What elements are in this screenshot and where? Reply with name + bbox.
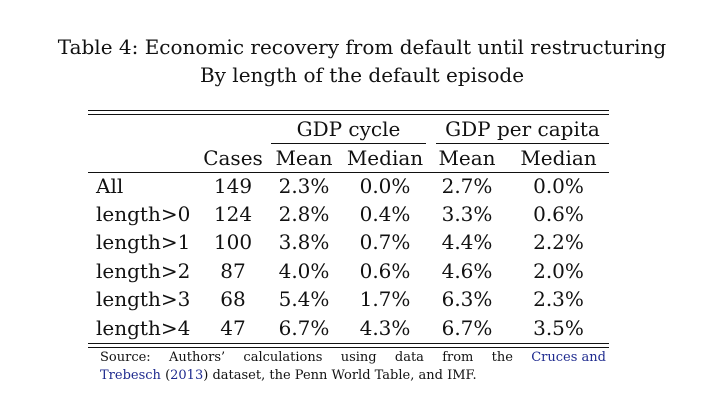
row-label: length>1 — [96, 230, 191, 254]
table-cell: 2.3% — [533, 287, 584, 311]
table-cell: 0.6% — [533, 202, 584, 226]
group-rule-gdp-cycle — [271, 143, 426, 144]
table-cell: 1.7% — [359, 287, 411, 311]
table-cell: 3.5% — [533, 316, 584, 340]
table-subcaption: By length of the default episode — [199, 63, 525, 87]
top-rule — [88, 110, 609, 111]
table-cell: 149 — [213, 174, 253, 198]
row-label: length>0 — [96, 202, 191, 226]
row-label: All — [96, 174, 124, 198]
table-cell: 4.3% — [359, 316, 411, 340]
column-header: Median — [346, 146, 424, 170]
table-cell: 2.0% — [533, 259, 584, 283]
source-word: Source: — [100, 350, 151, 365]
table-cell: 2.2% — [533, 230, 584, 254]
header-rule — [88, 172, 609, 173]
table-cell: 0.7% — [359, 230, 411, 254]
source-note-line2: Trebesch (2013) dataset, the Penn World … — [100, 367, 606, 385]
source-note-line1: Source: Authors’ calculations using data from… — [100, 349, 606, 367]
table-cell: 4.4% — [441, 230, 493, 254]
table-cell: 87 — [220, 259, 246, 283]
table-cell: 5.4% — [278, 287, 330, 311]
group-rule-gdp-per-capita — [436, 143, 609, 144]
citation-year-link[interactable]: 2013 — [170, 368, 204, 383]
table-cell: 2.3% — [278, 174, 330, 198]
source-word: using — [340, 350, 377, 365]
row-label: length>2 — [96, 259, 191, 283]
table-cell: 2.8% — [278, 202, 330, 226]
citation-paren-close: ) — [203, 368, 209, 383]
source-word: data — [394, 350, 424, 365]
table-cell: 2.7% — [441, 174, 493, 198]
citation-paren-open: ( — [165, 368, 171, 383]
source-word: Authors’ — [168, 350, 226, 365]
group-header-gdp-per-capita: GDP per capita — [445, 117, 600, 141]
table-cell: 4.6% — [441, 259, 493, 283]
table-cell: 4.0% — [278, 259, 330, 283]
citation-link[interactable]: Trebesch — [100, 368, 161, 383]
column-header: Mean — [438, 146, 496, 170]
table-cell: 6.3% — [441, 287, 493, 311]
table-cell: 0.4% — [359, 202, 411, 226]
row-label: length>3 — [96, 287, 191, 311]
table-cell: 47 — [220, 316, 246, 340]
table-cell: 0.6% — [359, 259, 411, 283]
source-word: calculations — [243, 350, 323, 365]
table-cell: 3.8% — [278, 230, 330, 254]
source-word: from — [442, 350, 474, 365]
table-cell: 68 — [220, 287, 246, 311]
table-cell: 6.7% — [278, 316, 330, 340]
table-cell: 6.7% — [441, 316, 493, 340]
row-label: length>4 — [96, 316, 191, 340]
source-rest: dataset, the Penn World Table, and IMF. — [212, 368, 477, 383]
top-rule-second — [88, 114, 609, 115]
table-cell: 0.0% — [533, 174, 584, 198]
citation-link-first[interactable]: Cruces and — [531, 350, 606, 365]
table-cell: 100 — [213, 230, 253, 254]
table-cell: 3.3% — [441, 202, 493, 226]
table-cell: 0.0% — [359, 174, 411, 198]
bottom-rule-second — [88, 347, 609, 348]
group-header-gdp-cycle: GDP cycle — [296, 117, 401, 141]
column-header: Cases — [203, 146, 263, 170]
bottom-rule — [88, 343, 609, 344]
column-header: Median — [520, 146, 597, 170]
column-header: Mean — [275, 146, 333, 170]
table-caption: Table 4: Economic recovery from default … — [57, 35, 667, 59]
table-cell: 124 — [213, 202, 253, 226]
source-word: the — [491, 350, 513, 365]
